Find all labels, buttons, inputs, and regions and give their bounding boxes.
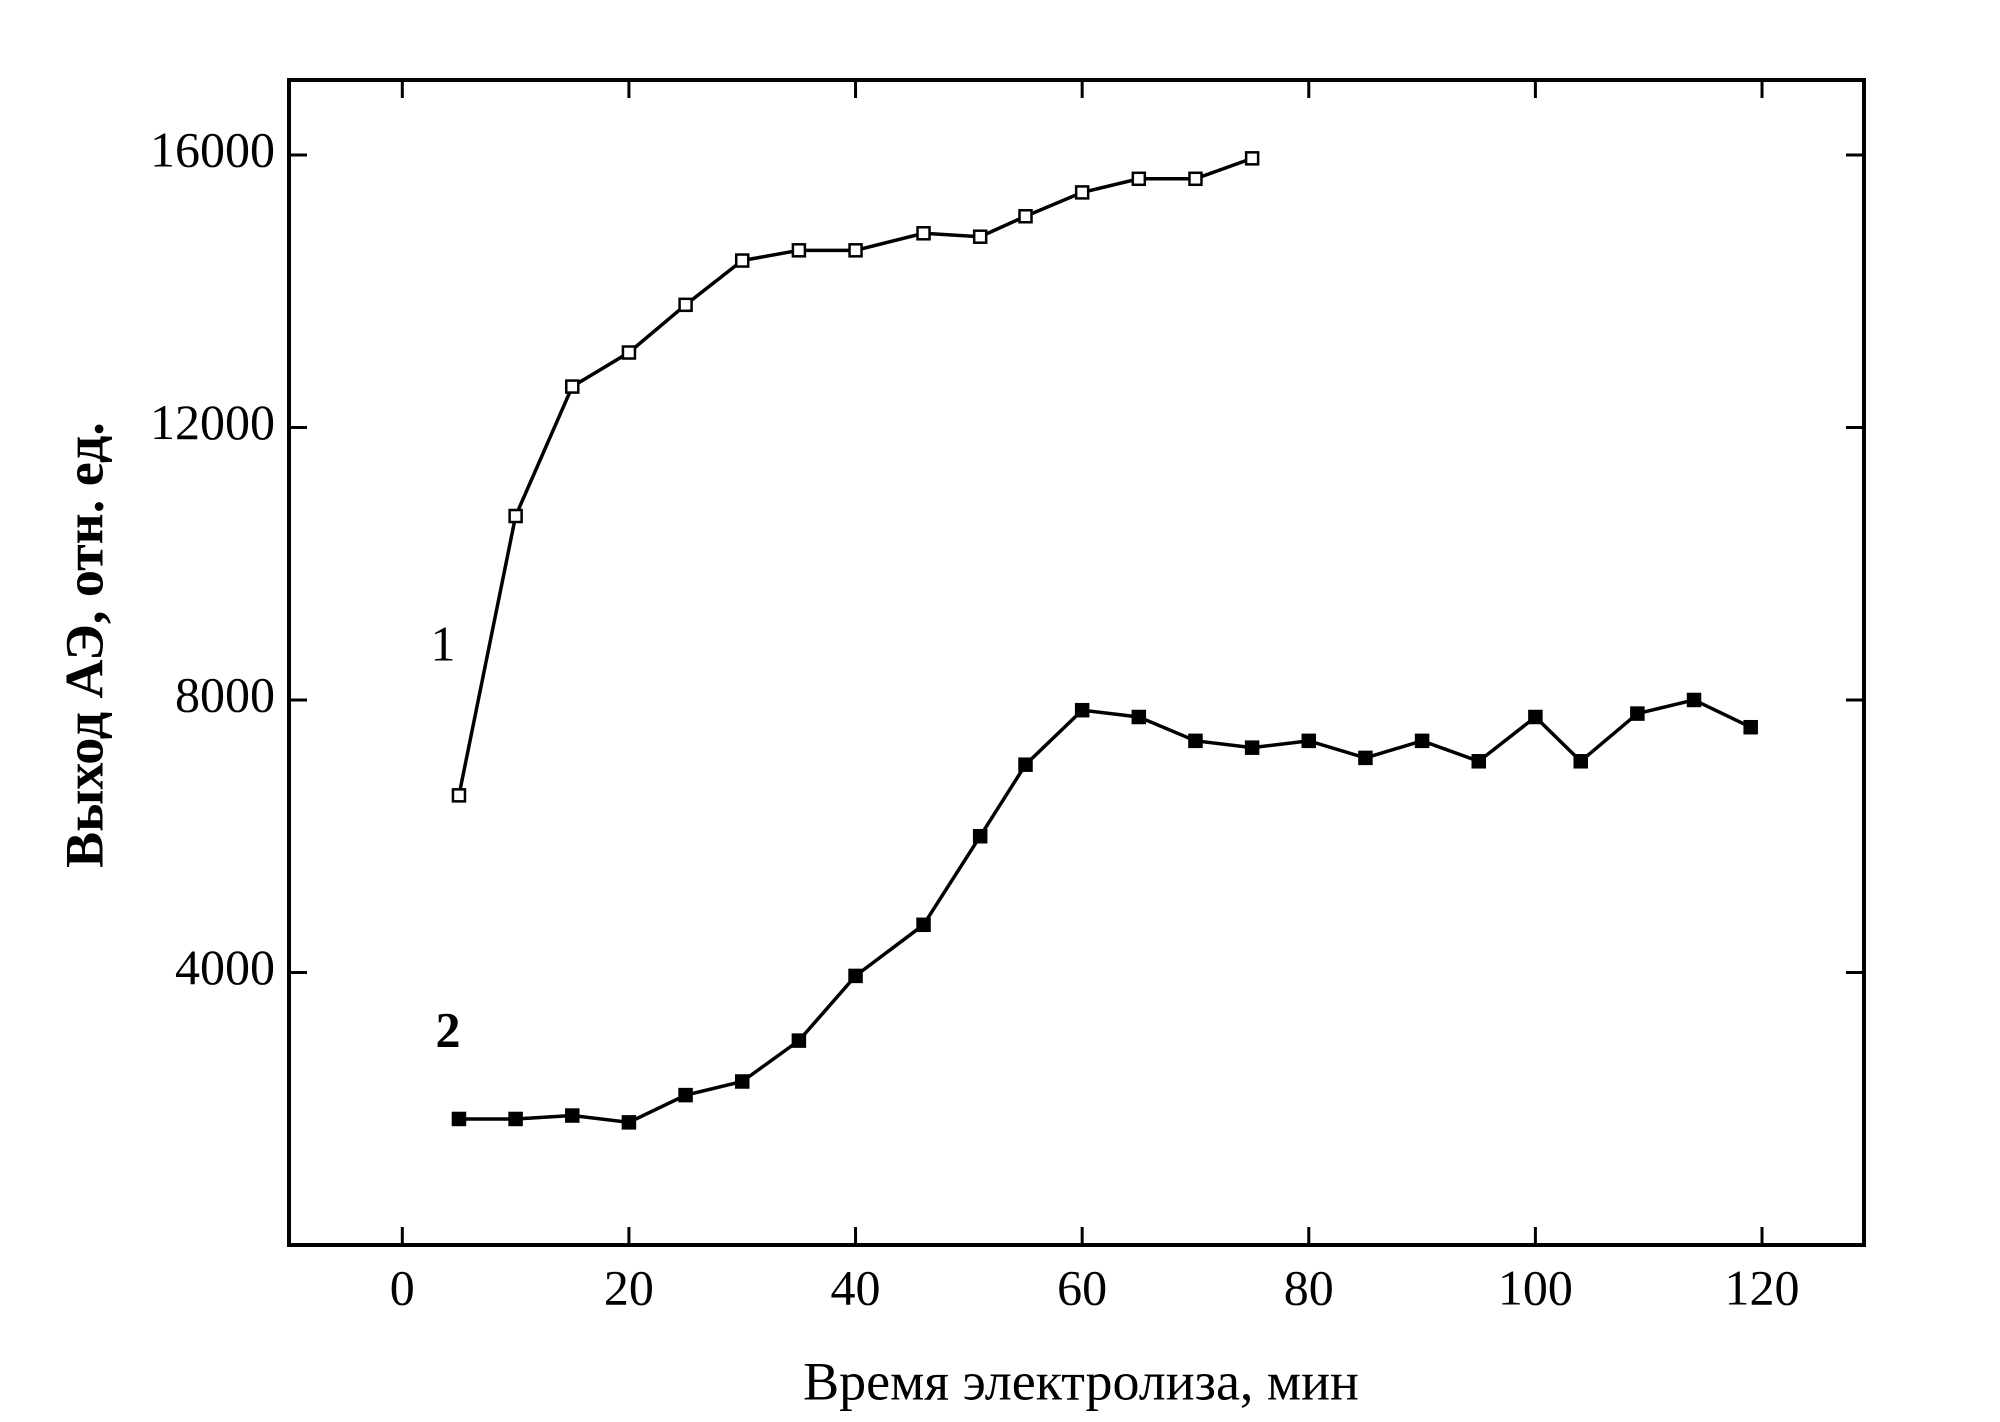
data-point (791, 1033, 807, 1048)
data-point (1074, 702, 1090, 718)
x-tick-label: 100 (1498, 1259, 1573, 1315)
data-point (508, 1111, 523, 1127)
data-point (565, 1108, 580, 1123)
data-point (1630, 706, 1645, 721)
data-point (678, 297, 693, 313)
data-point (1018, 209, 1033, 224)
data-point (734, 1074, 750, 1089)
data-point (451, 788, 467, 803)
data-point (1471, 754, 1486, 769)
data-point (1188, 733, 1203, 749)
curve-label: 1 (431, 615, 456, 671)
y-tick-label: 12000 (150, 394, 275, 450)
data-point (1131, 171, 1147, 187)
y-axis-title: Выход АЭ, отн. ед. (54, 422, 114, 868)
data-point (916, 917, 931, 933)
data-point (508, 508, 523, 524)
data-point (848, 968, 863, 984)
x-tick-label: 20 (604, 1259, 654, 1315)
data-point (1414, 733, 1430, 749)
data-point (621, 345, 637, 360)
y-tick-label: 16000 (150, 121, 275, 177)
data-point (1301, 733, 1317, 749)
x-tick-label: 0 (390, 1259, 415, 1315)
x-axis-title: Время электролиза, мин (803, 1351, 1359, 1411)
x-tick-label: 80 (1284, 1259, 1334, 1315)
data-point (451, 1111, 467, 1127)
data-point (1131, 709, 1147, 725)
curve-label: 2 (436, 1001, 461, 1057)
data-point (734, 253, 750, 268)
data-point (1528, 709, 1543, 725)
data-point (1743, 719, 1758, 735)
data-point (1188, 171, 1203, 187)
data-point (1018, 757, 1033, 772)
data-point (565, 379, 580, 394)
y-tick-label: 8000 (175, 666, 275, 722)
x-tick-label: 60 (1057, 1259, 1107, 1315)
x-tick-label: 40 (831, 1259, 881, 1315)
data-point (1573, 754, 1588, 769)
data-point (1358, 750, 1373, 766)
data-point (1244, 151, 1260, 166)
data-point (791, 243, 807, 258)
data-point (678, 1087, 693, 1103)
data-point (916, 226, 931, 241)
y-tick-label: 4000 (175, 939, 275, 995)
data-point (621, 1115, 637, 1130)
data-point (1686, 692, 1702, 708)
data-point (972, 229, 988, 244)
series-line (458, 698, 1752, 1125)
data-point (972, 828, 988, 844)
plot-frame (287, 78, 1866, 1247)
data-point (1074, 185, 1090, 200)
x-tick-label: 120 (1725, 1259, 1800, 1315)
data-point (1244, 740, 1260, 755)
data-point (848, 243, 863, 258)
